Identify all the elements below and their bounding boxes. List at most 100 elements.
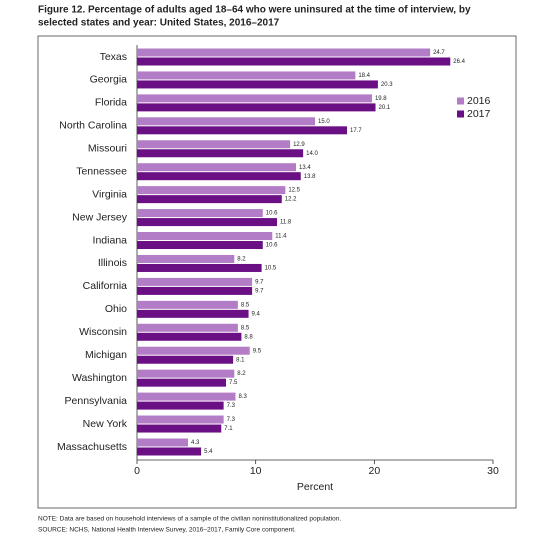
bar (137, 94, 372, 103)
bar (137, 117, 315, 126)
bar (137, 186, 286, 195)
data-label: 9.4 (252, 311, 261, 317)
y-tick-label: Indiana (93, 234, 128, 246)
bar (137, 71, 356, 80)
bar (137, 424, 222, 433)
y-tick-label: Michigan (85, 349, 127, 361)
note: NOTE: Data are based on household interv… (38, 516, 341, 523)
data-label: 26.4 (453, 59, 465, 65)
data-label: 5.4 (204, 449, 213, 455)
y-tick-label: Washington (72, 372, 127, 384)
data-label: 17.7 (350, 128, 362, 134)
y-tick-label: Pennsylvania (65, 395, 128, 407)
bar (137, 300, 238, 309)
y-tick-label: New Jersey (72, 211, 128, 223)
bar (137, 163, 297, 172)
data-label: 14.0 (306, 151, 318, 157)
data-label: 8.5 (241, 325, 250, 331)
x-tick-label: 10 (250, 465, 262, 477)
data-label: 10.5 (265, 266, 277, 272)
y-tick-label: Massachusetts (57, 441, 127, 453)
data-label: 15.0 (318, 119, 330, 125)
bar (137, 254, 235, 263)
data-label: 8.2 (237, 257, 246, 263)
bar (137, 232, 273, 241)
bar (137, 309, 249, 318)
bar (137, 126, 348, 135)
bar (137, 401, 224, 410)
y-tick-label: Ohio (105, 303, 127, 315)
y-tick-label: Missouri (88, 143, 127, 155)
legend-swatch (457, 97, 464, 105)
data-label: 18.4 (358, 73, 370, 79)
data-label: 13.4 (299, 165, 311, 171)
data-label: 7.5 (229, 380, 238, 386)
bar (137, 332, 242, 341)
legend-label: 2017 (467, 108, 491, 120)
y-tick-label: Tennessee (76, 165, 127, 177)
y-tick-label: North Carolina (59, 120, 127, 132)
y-tick-label: New York (83, 418, 128, 430)
bar (137, 438, 189, 447)
y-tick-label: Virginia (92, 188, 127, 200)
data-label: 8.5 (241, 302, 250, 308)
data-label: 7.3 (227, 403, 236, 409)
data-label: 24.7 (433, 50, 445, 56)
data-label: 20.3 (381, 82, 393, 88)
bar (137, 241, 263, 250)
bar (137, 346, 250, 355)
source: SOURCE: NCHS, National Health Interview … (38, 527, 296, 534)
data-label: 8.8 (244, 334, 253, 340)
bar (137, 48, 431, 57)
data-label: 12.5 (288, 188, 300, 194)
bar (137, 369, 235, 378)
y-tick-label: Florida (95, 97, 127, 109)
data-label: 9.7 (255, 288, 264, 294)
data-label: 11.4 (275, 234, 287, 240)
data-label: 8.1 (236, 357, 245, 363)
bar (137, 277, 253, 286)
data-label: 12.9 (293, 142, 305, 148)
data-label: 20.1 (379, 105, 391, 111)
bar (137, 140, 291, 149)
x-tick-label: 30 (487, 465, 499, 477)
x-axis-title: Percent (297, 481, 333, 493)
bar (137, 172, 301, 181)
y-tick-label: Texas (100, 51, 127, 63)
bar (137, 149, 304, 158)
bar (137, 378, 226, 387)
bar (137, 323, 238, 332)
data-label: 9.5 (253, 348, 262, 354)
x-tick-label: 20 (368, 465, 380, 477)
bar (137, 415, 224, 424)
chart-frame (37, 35, 517, 509)
data-label: 7.3 (227, 417, 236, 423)
bar (137, 286, 253, 295)
y-tick-label: Georgia (90, 74, 128, 86)
data-label: 19.8 (375, 96, 387, 102)
y-tick-label: Illinois (98, 257, 127, 269)
chart-subtitle: selected states and year: United States,… (38, 18, 280, 29)
bar (137, 392, 236, 401)
x-tick-label: 0 (134, 465, 140, 477)
data-label: 8.3 (238, 394, 247, 400)
bar (137, 263, 262, 272)
data-label: 11.8 (280, 220, 292, 226)
data-label: 13.8 (304, 174, 316, 180)
bar (137, 195, 282, 204)
bar (137, 80, 378, 89)
data-label: 8.2 (237, 371, 246, 377)
data-label: 9.7 (255, 279, 264, 285)
bar (137, 355, 234, 364)
data-label: 12.2 (285, 197, 297, 203)
y-tick-label: Wisconsin (79, 326, 127, 338)
bar (137, 209, 263, 218)
bar (137, 103, 376, 112)
bar (137, 447, 202, 456)
bar (137, 57, 451, 66)
bar (137, 218, 278, 227)
data-label: 10.6 (266, 243, 278, 249)
data-label: 7.1 (224, 426, 233, 432)
